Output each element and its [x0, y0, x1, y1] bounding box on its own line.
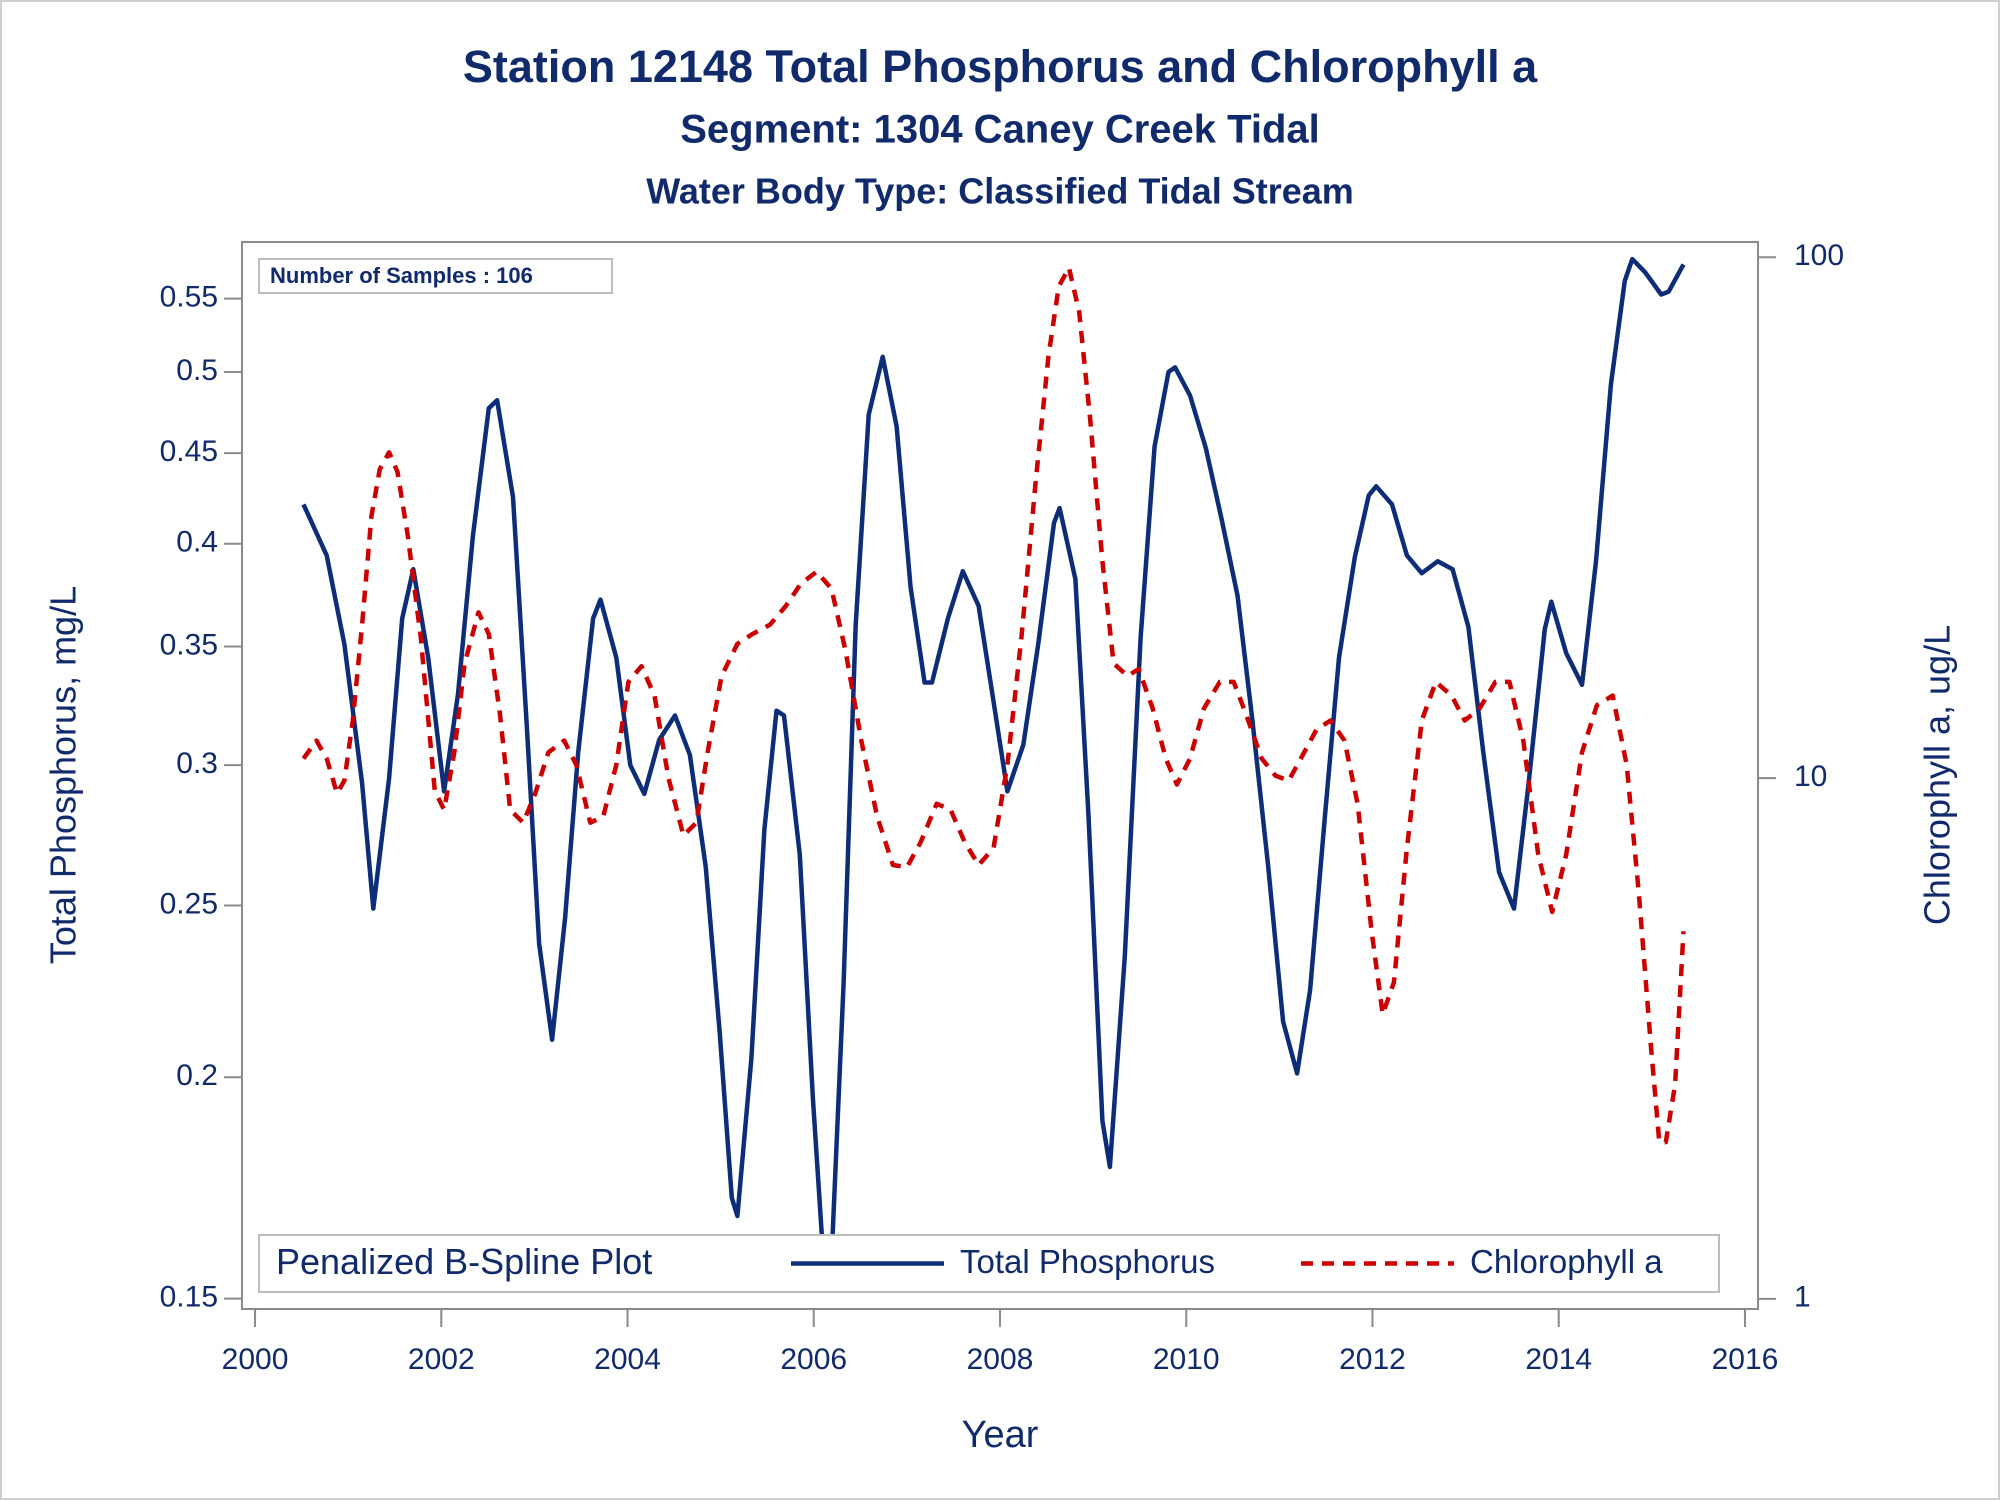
annotation-box — [258, 258, 613, 294]
x-tick-label: 2004 — [594, 1343, 661, 1376]
data-line — [301, 265, 1686, 1145]
y-tick-label: 0.2 — [176, 1059, 218, 1092]
annotation: Number of Samples : 106 — [270, 263, 533, 288]
y-tick-label: 0.25 — [160, 887, 218, 920]
y-tick-label: 0.55 — [160, 281, 218, 314]
chart-subtitle: Water Body Type: Classified Tidal Stream — [646, 171, 1354, 212]
y-tick-label: 0.4 — [176, 526, 218, 559]
y2-tick-label: 100 — [1794, 239, 1844, 272]
chart-subtitle: Segment: 1304 Caney Creek Tidal — [680, 108, 1320, 152]
x-tick-label: 2010 — [1153, 1343, 1220, 1376]
x-tick-label: 2002 — [408, 1343, 475, 1376]
legend-label: Total Phosphorus — [960, 1243, 1215, 1280]
y-tick-label: 0.5 — [176, 354, 218, 387]
x-tick-label: 2012 — [1339, 1343, 1406, 1376]
x-tick-label: 2006 — [780, 1343, 847, 1376]
y-tick-label: 0.15 — [160, 1281, 218, 1314]
legend-box — [258, 1234, 1720, 1293]
data-line — [301, 256, 1686, 1286]
y2-tick-label: 1 — [1794, 1281, 1811, 1314]
y2-tick-label: 10 — [1794, 760, 1827, 793]
y2-axis-label: Chlorophyll a, ug/L — [1917, 625, 1958, 925]
x-tick-label: 2000 — [222, 1343, 289, 1376]
chart-title: Station 12148 Total Phosphorus and Chlor… — [463, 41, 1538, 92]
x-tick-label: 2014 — [1525, 1343, 1592, 1376]
y-tick-label: 0.3 — [176, 747, 218, 780]
y-axis-label: Total Phosphorus, mg/L — [43, 586, 84, 964]
y-tick-label: 0.45 — [160, 435, 218, 468]
legend-label: Chlorophyll a — [1470, 1243, 1663, 1280]
legend-title: Penalized B-Spline Plot — [276, 1241, 652, 1282]
y-tick-label: 0.35 — [160, 628, 218, 661]
x-tick-label: 2016 — [1712, 1343, 1779, 1376]
x-axis-label: Year — [962, 1414, 1039, 1456]
x-tick-label: 2008 — [967, 1343, 1034, 1376]
